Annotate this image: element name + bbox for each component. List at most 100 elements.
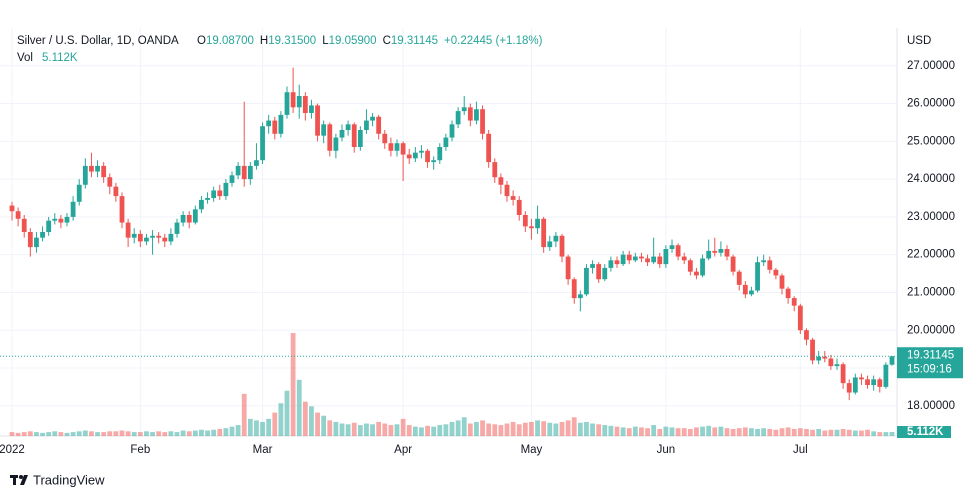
volume-bar <box>761 428 767 436</box>
volume-bar <box>852 430 858 436</box>
candle-body <box>217 190 223 197</box>
volume-bar <box>345 424 351 436</box>
candle-body <box>492 162 498 178</box>
volume-bar <box>247 418 253 436</box>
volume-bar <box>639 427 644 436</box>
candle-body <box>46 220 52 232</box>
candle-body <box>785 288 791 299</box>
volume-bar <box>58 432 64 436</box>
volume-bar <box>192 430 198 436</box>
volume-bar <box>217 428 223 436</box>
candle-body <box>700 258 705 276</box>
volume-bar <box>498 425 504 436</box>
volume-bar <box>608 425 614 436</box>
candle-body <box>107 177 113 187</box>
volume-bar <box>296 379 302 436</box>
volume-bar <box>241 393 247 436</box>
candle-body <box>529 226 534 229</box>
candle-body <box>247 165 253 180</box>
volume-bar <box>663 426 669 436</box>
candle-body <box>883 364 889 387</box>
volume-bar <box>846 429 852 436</box>
legend-value: 19.31500 <box>268 35 316 47</box>
x-tick-label: Apr <box>394 444 412 456</box>
candle-body <box>632 256 638 261</box>
volume-bar <box>645 428 650 436</box>
volume-bar <box>266 418 272 436</box>
candle-body <box>64 216 70 223</box>
currency-label: USD <box>907 35 931 47</box>
volume-bar <box>431 426 437 436</box>
candle-body <box>370 116 375 121</box>
candle-body <box>296 96 302 108</box>
volume-bar <box>449 421 455 436</box>
candle-body <box>284 92 290 115</box>
volume-bar <box>309 406 314 436</box>
volume-bar <box>95 432 100 436</box>
volume-bar <box>101 432 107 436</box>
volume-bar <box>504 423 510 436</box>
candle-body <box>516 199 522 215</box>
volume-bar <box>694 427 699 436</box>
volume-bar <box>535 420 540 436</box>
candle-body <box>272 120 278 134</box>
volume-bar <box>199 429 204 436</box>
volume-bar <box>412 426 418 436</box>
volume-bar <box>400 418 406 436</box>
volume-bar <box>388 425 394 436</box>
candle-body <box>89 165 94 172</box>
volume-bar <box>749 428 754 436</box>
candle-body <box>626 254 632 261</box>
candle-body <box>58 218 64 223</box>
legend-value: 19.05900 <box>329 35 377 47</box>
volume-bar <box>162 432 168 436</box>
volume-bar <box>516 424 522 436</box>
volume-bar <box>40 432 45 436</box>
volume-bar <box>144 431 149 436</box>
volume-bar <box>834 429 840 436</box>
volume-bar <box>810 429 815 436</box>
candle-body <box>321 124 327 136</box>
y-tick-label: 27.00000 <box>907 60 955 72</box>
candle-body <box>15 211 21 219</box>
volume-bar <box>15 432 21 436</box>
candle-body <box>394 143 400 151</box>
legend-change: +0.22445 (+1.18%) <box>444 35 543 47</box>
candle-body <box>706 250 712 259</box>
candle-body <box>241 165 247 180</box>
candle-body <box>162 237 168 242</box>
candle-body <box>254 160 259 166</box>
symbol-title: Silver / U.S. Dollar, 1D, OANDA <box>17 35 179 47</box>
candle-body <box>871 379 877 385</box>
volume-bar <box>584 421 589 436</box>
volume-tag: 5.112K <box>907 426 944 438</box>
candle-body <box>749 290 754 295</box>
volume-bar <box>229 426 235 436</box>
volume-bar <box>235 425 241 436</box>
volume-bar <box>791 428 797 436</box>
candle-body <box>382 133 388 144</box>
candle-body <box>113 186 119 197</box>
volume-bar <box>205 430 210 436</box>
candle-body <box>101 165 107 178</box>
volume-bar <box>883 432 889 436</box>
volume-bar <box>571 417 577 436</box>
candle-body <box>657 256 663 265</box>
x-tick-label: May <box>521 444 543 456</box>
x-tick-label: Jul <box>793 444 808 456</box>
volume-bar <box>131 432 137 436</box>
y-tick-label: 23.00000 <box>907 211 955 223</box>
candle-body <box>559 235 565 257</box>
candle-body <box>137 233 143 242</box>
candle-body <box>235 165 241 176</box>
volume-bar <box>865 429 870 436</box>
volume-bar <box>480 420 485 436</box>
price-tag: 19.31145 <box>907 349 954 361</box>
volume-legend-name: Vol <box>17 52 33 64</box>
candle-body <box>357 130 363 147</box>
brand-logo <box>10 475 28 485</box>
volume-bar <box>150 432 155 436</box>
x-tick-label: 2022 <box>0 444 25 456</box>
candle-body <box>52 218 58 221</box>
volume-bar <box>333 421 339 436</box>
